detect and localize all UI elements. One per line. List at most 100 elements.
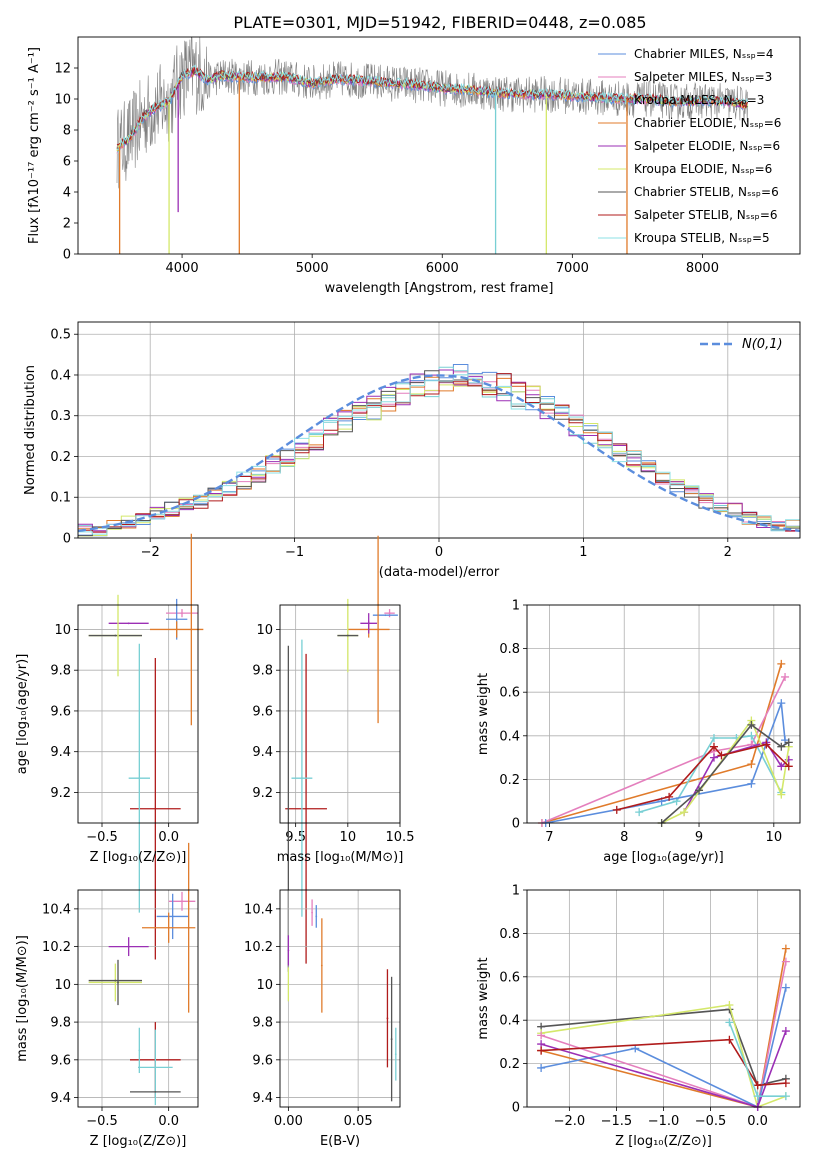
model-spectrum-line — [116, 64, 749, 151]
weight-line — [541, 1008, 787, 1087]
legend-label: Salpeter ELODIE, Nₛₛₚ=6 — [634, 139, 780, 153]
legend-label: Salpeter MILES, Nₛₛₚ=3 — [634, 70, 772, 84]
data-point — [315, 915, 318, 918]
data-point — [311, 911, 313, 914]
x-tick-label: 8 — [620, 830, 628, 845]
y-tick-label: 9.2 — [252, 786, 273, 801]
y-tick-label: 1 — [512, 599, 520, 614]
x-tick-label: 9 — [695, 830, 703, 845]
ticks: 7 8 9 10 0 0.2 0.4 0.6 0.8 1 — [499, 599, 782, 846]
weight-marker — [680, 808, 689, 817]
axes-frame — [279, 604, 401, 824]
data-point — [386, 1017, 389, 1020]
grid — [78, 605, 198, 823]
plot-area — [88, 533, 204, 960]
data-point — [171, 915, 174, 918]
y-tick-label: 0 — [63, 248, 71, 263]
x-tick-label: 8000 — [686, 261, 719, 276]
y-tick-label: 10.2 — [42, 940, 71, 955]
legend: N(0,1) — [700, 337, 783, 352]
y-tick-label: 10.4 — [244, 902, 273, 917]
y-tick-label: 9.8 — [50, 664, 71, 679]
data-point — [301, 777, 303, 780]
weight-marker — [725, 1018, 734, 1027]
plot-area — [88, 842, 196, 1106]
y-tick-label: 9.6 — [252, 704, 273, 719]
x-axis-label: age [log₁₀(age/yr)] — [603, 850, 724, 865]
model-spectrum-line — [116, 66, 748, 146]
axes-frame — [77, 889, 199, 1108]
legend-label: Kroupa MILES, Nₛₛₚ=3 — [634, 93, 764, 107]
x-tick-label: −2.0 — [554, 1114, 586, 1129]
data-point — [187, 926, 190, 929]
panel-residuals: −2 −1 0 1 2 0 0.1 0.2 0.3 0.4 0.5 (data-model)/erro… — [23, 321, 801, 580]
x-tick-label: 0.0 — [158, 1114, 179, 1129]
y-tick-label: 0.2 — [499, 773, 520, 788]
y-tick-label: 9.2 — [50, 786, 71, 801]
weight-line — [540, 1004, 787, 1109]
plot-area — [287, 899, 397, 1102]
y-tick-label: 10 — [54, 93, 71, 108]
x-tick-label: −1.0 — [648, 1114, 680, 1129]
weight-marker — [762, 740, 771, 749]
data-point — [384, 614, 387, 617]
y-tick-label: 0.4 — [50, 368, 71, 383]
data-point — [114, 981, 117, 984]
data-point — [190, 628, 193, 631]
data-point — [138, 1049, 141, 1052]
weight-marker — [709, 733, 718, 742]
data-point — [320, 964, 323, 967]
panel-mass_vs_ebv: 0.00 0.05 9.4 9.6 9.8 10 10.2 10.4 E(B-V) — [244, 889, 401, 1149]
data-point — [287, 949, 290, 952]
data-point — [127, 945, 130, 948]
axes-frame — [526, 889, 801, 1108]
x-tick-label: 10 — [340, 830, 357, 845]
x-tick-label: 4000 — [166, 261, 199, 276]
x-tick-label: 0.0 — [747, 1114, 768, 1129]
y-tick-label: 12 — [54, 62, 71, 77]
legend-label: Kroupa STELIB, Nₛₛₚ=5 — [634, 231, 770, 245]
y-axis-label: Normed distribution — [23, 365, 38, 495]
weight-line — [616, 743, 790, 811]
ticks: −2.0 −1.5 −1.0 −0.5 0.0 0 0.2 0.4 0.6 0.8 1 — [499, 884, 768, 1130]
y-axis-label: age [log₁₀(age/yr)] — [15, 654, 30, 775]
x-tick-label: 10.5 — [386, 830, 415, 845]
weight-marker — [717, 751, 726, 760]
grid — [527, 604, 800, 824]
y-axis-label: mass weight — [476, 673, 491, 755]
y-tick-label: 10 — [256, 623, 273, 638]
y-tick-label: 9.6 — [50, 1053, 71, 1068]
legend-label: N(0,1) — [742, 337, 783, 352]
data-point — [154, 1066, 157, 1069]
legend-label: Chabrier ELODIE, Nₛₛₚ=6 — [634, 116, 781, 130]
data-point — [167, 926, 170, 929]
legend: Chabrier MILES, Nₛₛₚ=4 Salpeter MILES, Nₛ… — [598, 47, 781, 245]
weight-line — [541, 1038, 786, 1087]
weight-marker — [777, 742, 786, 751]
x-tick-label: −0.5 — [695, 1114, 727, 1129]
y-axis-label: Flux [fλ10⁻¹⁷ erg cm⁻² s⁻¹ A⁻¹] — [27, 47, 42, 244]
axes-frame — [77, 604, 199, 824]
y-tick-label: 8 — [63, 124, 71, 139]
weight-marker — [747, 720, 756, 729]
data-point — [394, 1053, 397, 1056]
y-tick-label: 10 — [256, 978, 273, 993]
x-tick-label: −0.5 — [86, 1114, 118, 1129]
x-tick-label: −1.5 — [601, 1114, 633, 1129]
y-tick-label: 0 — [512, 1101, 520, 1116]
data-point — [287, 807, 290, 810]
figure-title: PLATE=0301, MJD=51942, FIBERID=0448, z=0… — [233, 13, 646, 32]
data-point — [181, 900, 183, 903]
y-tick-label: 0.6 — [499, 686, 520, 701]
weight-marker — [635, 808, 644, 817]
weight-marker — [747, 779, 756, 788]
data-point — [117, 981, 119, 984]
legend-label: Chabrier MILES, Nₛₛₚ=4 — [634, 47, 774, 61]
x-axis-label: (data-model)/error — [379, 565, 500, 580]
x-axis-label: E(B-V) — [320, 1134, 360, 1149]
y-tick-label: 9.4 — [50, 1091, 71, 1106]
x-tick-label: 10 — [766, 830, 783, 845]
weight-marker — [777, 659, 786, 668]
data-point — [114, 634, 117, 637]
